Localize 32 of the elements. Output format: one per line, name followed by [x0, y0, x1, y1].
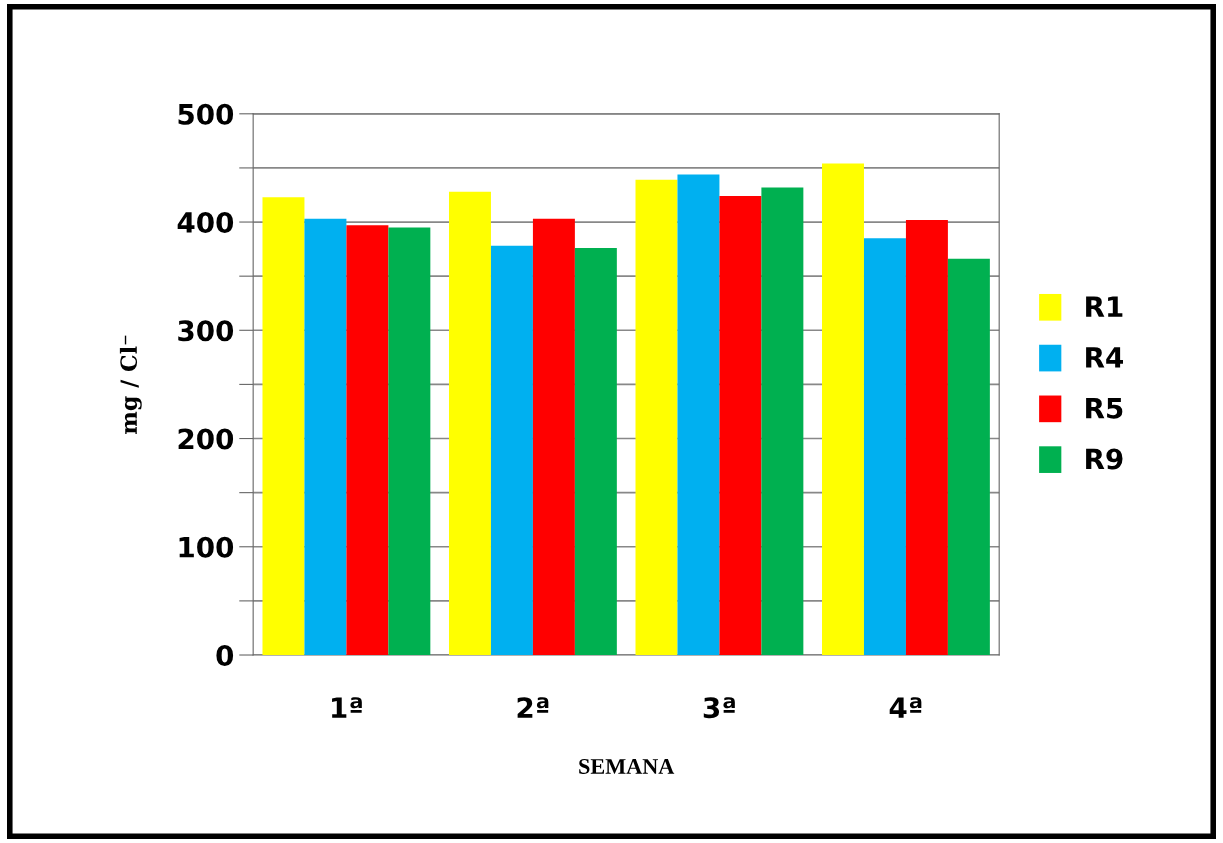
bar [262, 197, 305, 656]
y-tick-label: 400 [177, 211, 234, 233]
bar [532, 218, 575, 656]
x-tick-label: 4ª [889, 697, 922, 718]
bar [947, 258, 990, 656]
y-axis-title: mg / Cl⁻ [119, 335, 142, 434]
y-tick-label: 200 [178, 428, 234, 450]
bar [677, 174, 720, 656]
bar [388, 227, 431, 656]
legend-label: R5 [1086, 398, 1123, 419]
bar [490, 245, 533, 656]
x-tick-label: 1ª [332, 697, 362, 718]
x-tick-label: 2ª [517, 697, 549, 718]
bar [448, 191, 491, 656]
bar [822, 163, 864, 656]
y-tick-label: 500 [178, 103, 234, 125]
bar [761, 187, 804, 656]
x-tick-label: 3ª [703, 697, 735, 719]
x-axis-title: SEMANA [579, 758, 675, 774]
legend-label: R9 [1086, 448, 1123, 470]
y-tick-label: 0 [216, 644, 234, 666]
bar [635, 179, 678, 656]
y-tick-label: 100 [179, 536, 234, 558]
bar [304, 218, 347, 656]
bar [346, 225, 389, 656]
bar [905, 219, 948, 656]
bar [719, 196, 762, 656]
bar [863, 238, 906, 656]
legend-label: R1 [1086, 296, 1123, 317]
legend-label: R4 [1086, 347, 1123, 368]
y-tick-label: 300 [178, 320, 234, 342]
bar [574, 248, 617, 656]
